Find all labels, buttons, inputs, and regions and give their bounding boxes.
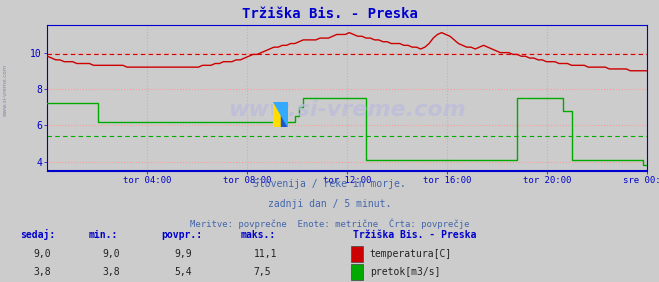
- Text: 3,8: 3,8: [102, 267, 120, 277]
- Bar: [281, 102, 288, 127]
- Polygon shape: [281, 102, 288, 127]
- Bar: [273, 102, 281, 127]
- Text: 9,0: 9,0: [33, 249, 51, 259]
- Text: temperatura[C]: temperatura[C]: [370, 249, 452, 259]
- Text: www.si-vreme.com: www.si-vreme.com: [229, 100, 466, 120]
- Text: 3,8: 3,8: [33, 267, 51, 277]
- Polygon shape: [273, 102, 288, 127]
- Text: 9,0: 9,0: [102, 249, 120, 259]
- Text: zadnji dan / 5 minut.: zadnji dan / 5 minut.: [268, 199, 391, 209]
- Text: Tržiška Bis. - Preska: Tržiška Bis. - Preska: [353, 230, 476, 240]
- Text: min.:: min.:: [89, 230, 119, 240]
- Text: 5,4: 5,4: [175, 267, 192, 277]
- Text: www.si-vreme.com: www.si-vreme.com: [3, 64, 8, 116]
- Text: Meritve: povprečne  Enote: metrične  Črta: povprečje: Meritve: povprečne Enote: metrične Črta:…: [190, 219, 469, 229]
- Text: povpr.:: povpr.:: [161, 230, 202, 240]
- Text: sedaj:: sedaj:: [20, 229, 55, 240]
- Text: maks.:: maks.:: [241, 230, 275, 240]
- Text: Tržiška Bis. - Preska: Tržiška Bis. - Preska: [242, 7, 417, 21]
- Polygon shape: [273, 102, 281, 127]
- Text: pretok[m3/s]: pretok[m3/s]: [370, 267, 440, 277]
- Text: 11,1: 11,1: [254, 249, 277, 259]
- Text: 9,9: 9,9: [175, 249, 192, 259]
- Text: 7,5: 7,5: [254, 267, 272, 277]
- Text: Slovenija / reke in morje.: Slovenija / reke in morje.: [253, 179, 406, 189]
